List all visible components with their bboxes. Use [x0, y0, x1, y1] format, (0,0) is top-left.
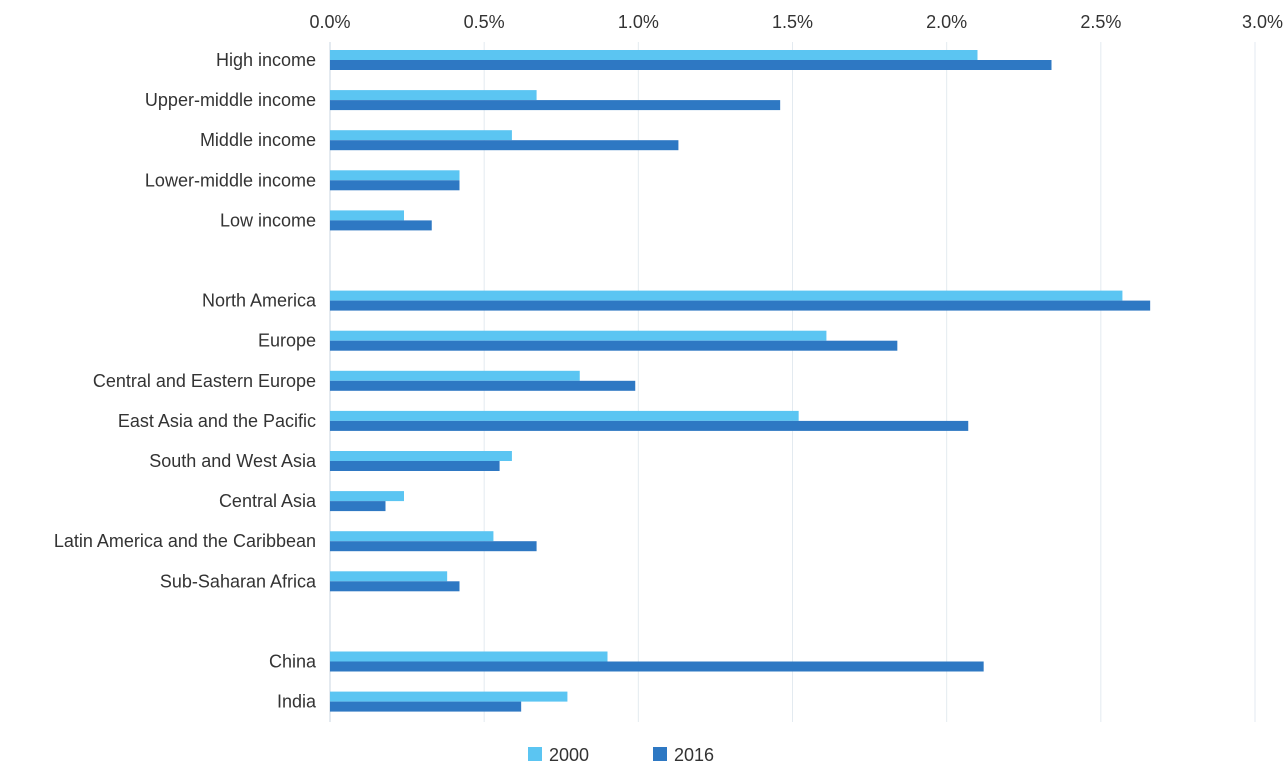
bar-2016: [330, 220, 432, 231]
bar-2000: [330, 491, 404, 502]
x-tick-label: 1.0%: [618, 12, 659, 32]
category-label: Low income: [220, 210, 316, 230]
bar-2016: [330, 60, 1052, 70]
bar-2016: [330, 140, 679, 151]
bar-2016: [330, 541, 537, 552]
category-label: High income: [216, 50, 316, 70]
legend-label: 2016: [674, 745, 714, 765]
category-label: Middle income: [200, 130, 316, 150]
bar-2016: [330, 300, 1151, 311]
bar-2000: [330, 410, 799, 421]
x-tick-label: 2.5%: [1080, 12, 1121, 32]
category-label: Upper-middle income: [145, 90, 316, 110]
bar-2000: [330, 130, 512, 141]
category-label: Latin America and the Caribbean: [54, 531, 316, 551]
legend-swatch-2000: [528, 747, 542, 761]
legend-swatch-2016: [653, 747, 667, 761]
category-label: Lower-middle income: [145, 170, 316, 190]
bar-2000: [330, 651, 608, 662]
bar-2016: [330, 701, 522, 712]
category-label: North America: [202, 291, 317, 311]
bar-2000: [330, 691, 568, 702]
bar-2000: [330, 170, 460, 181]
bar-2016: [330, 180, 460, 191]
bar-2016: [330, 501, 386, 512]
x-tick-label: 2.0%: [926, 12, 967, 32]
x-axis-ticks: 0.0% 0.5% 1.0% 1.5% 2.0% 2.5% 3.0%: [309, 12, 1283, 32]
category-label: East Asia and the Pacific: [118, 411, 316, 431]
category-label: India: [277, 692, 317, 712]
x-tick-label: 0.0%: [309, 12, 350, 32]
bar-2016: [330, 420, 969, 431]
bar-2000: [330, 330, 827, 341]
category-label: Sub-Saharan Africa: [160, 571, 317, 591]
bar-2000: [330, 370, 580, 381]
category-label: Central Asia: [219, 491, 317, 511]
gridlines: [329, 42, 1256, 722]
bar-2000: [330, 210, 404, 221]
x-tick-label: 1.5%: [772, 12, 813, 32]
category-labels: High income Upper-middle income Middle inc…: [54, 50, 317, 712]
bar-2016: [330, 100, 781, 111]
x-tick-label: 3.0%: [1242, 12, 1283, 32]
category-label: China: [269, 652, 317, 672]
bar-2000: [330, 290, 1123, 301]
legend: 2000 2016: [528, 745, 714, 765]
bar-2016: [330, 661, 984, 672]
bar-2000: [330, 571, 448, 582]
bar-2000: [330, 451, 512, 461]
bar-2016: [330, 581, 460, 592]
category-label: Central and Eastern Europe: [93, 371, 316, 391]
bar-2016: [330, 380, 636, 391]
category-label: Europe: [258, 331, 316, 351]
x-tick-label: 0.5%: [464, 12, 505, 32]
legend-label: 2000: [549, 745, 589, 765]
bar-2000: [330, 531, 494, 542]
bar-2016: [330, 461, 500, 471]
bar-2000: [330, 50, 978, 60]
category-label: South and West Asia: [149, 451, 317, 471]
bar-2016: [330, 340, 898, 351]
bars: [330, 50, 1151, 712]
bar-2000: [330, 90, 537, 101]
